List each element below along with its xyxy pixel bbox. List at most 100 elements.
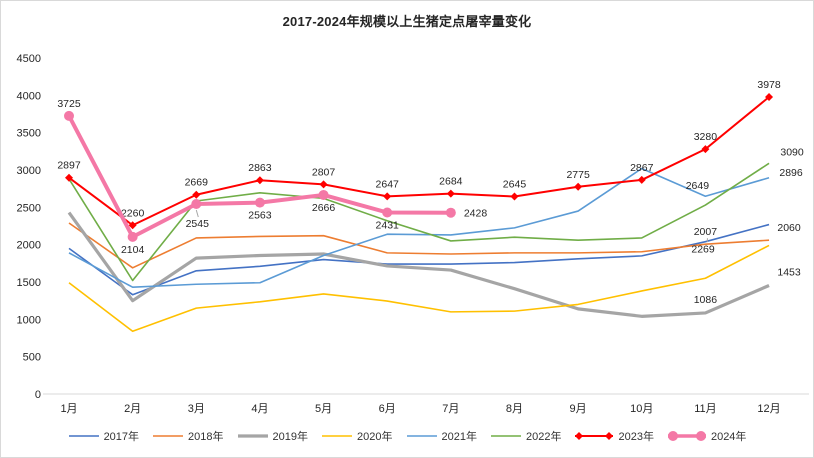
x-tick-label: 8月 (506, 403, 523, 415)
marker-circle (318, 189, 329, 200)
x-tick-label: 7月 (442, 403, 459, 415)
marker-circle (445, 207, 456, 218)
x-tick-label: 5月 (315, 403, 332, 415)
data-label: 2104 (121, 244, 145, 256)
marker-circle (254, 197, 265, 208)
annotation-label: 1453 (777, 267, 801, 279)
y-tick-label: 3000 (17, 165, 41, 177)
marker-circle (191, 198, 202, 209)
y-tick-label: 4500 (17, 53, 41, 65)
series-line-2019 (67, 211, 770, 318)
marker-diamond (574, 182, 583, 191)
marker-diamond (510, 192, 519, 201)
legend-item-2020: 2020年 (321, 428, 393, 444)
series-line-2018 (68, 222, 770, 269)
marker-diamond (446, 189, 455, 198)
legend-swatch (406, 435, 437, 437)
annotation-label: 2007 (694, 226, 718, 238)
series-line-2022 (68, 162, 770, 282)
marker-circle (64, 110, 74, 121)
annotation-label: 2649 (686, 180, 710, 192)
data-label: 3280 (694, 131, 718, 143)
data-label: 2666 (312, 202, 336, 214)
legend-label: 2019年 (272, 431, 309, 443)
legend-label: 2023年 (618, 431, 654, 443)
series-line-2017 (68, 223, 770, 296)
annotation-label: 2896 (779, 167, 803, 179)
legend-label: 2021年 (441, 431, 477, 443)
legend-label: 2024年 (710, 431, 747, 443)
data-label: 2863 (248, 162, 272, 174)
y-tick-label: 1000 (17, 314, 41, 326)
data-label: 3978 (757, 79, 781, 91)
chart-title: 2017-2024年规模以上生猪定点屠宰量变化 (282, 14, 532, 29)
annotation-label: 2269 (691, 244, 715, 256)
data-label: 2867 (630, 162, 654, 174)
legend-swatch (68, 435, 99, 437)
marker-diamond (383, 192, 392, 201)
data-label: 2260 (121, 207, 145, 219)
series-line-2023 (68, 96, 770, 227)
data-label: 2897 (57, 160, 81, 172)
legend-label: 2017年 (103, 431, 140, 443)
y-tick-label: 0 (35, 389, 41, 401)
series-line-2020 (68, 244, 770, 333)
label-leader-line (195, 209, 199, 218)
x-tick-label: 1月 (60, 403, 77, 415)
legend-item-2021: 2021年 (406, 428, 477, 444)
marker-diamond (637, 175, 646, 184)
legend-item-2018: 2018年 (152, 428, 224, 444)
legend-swatch (575, 432, 614, 440)
marker-circle (382, 207, 393, 218)
data-label: 2684 (439, 176, 463, 188)
x-tick-label: 3月 (188, 403, 205, 415)
legend-swatch (667, 431, 706, 441)
legend-swatch (237, 434, 268, 438)
x-tick-label: 4月 (251, 403, 268, 415)
x-tick-label: 6月 (379, 403, 396, 415)
marker-diamond (128, 221, 137, 230)
marker-diamond (765, 92, 774, 101)
legend-item-2024: 2024年 (667, 428, 746, 444)
x-tick-label: 9月 (570, 403, 587, 415)
data-label: 3725 (57, 98, 81, 110)
annotation-label: 2060 (777, 222, 801, 234)
legend-swatch (153, 435, 184, 437)
legend-item-2019: 2019年 (237, 428, 308, 444)
marker-circle (127, 231, 138, 242)
data-label: 2669 (185, 177, 209, 189)
series-line-2021 (68, 167, 770, 289)
legend-item-2017: 2017年 (68, 428, 139, 444)
legend-label: 2022年 (525, 431, 562, 443)
marker-diamond (255, 176, 264, 185)
data-label: 2647 (376, 178, 400, 190)
marker-diamond (192, 190, 201, 199)
marker-diamond (65, 173, 73, 182)
data-label: 2775 (566, 169, 590, 181)
y-tick-label: 500 (23, 352, 41, 364)
x-tick-label: 12月 (757, 403, 780, 415)
y-tick-label: 3500 (17, 128, 41, 140)
y-tick-label: 2500 (17, 202, 41, 214)
data-label: 2563 (248, 210, 272, 222)
legend: 2017年 2018年 2019年 2020年 2021年 2022年 2023年 2024年 (1, 428, 813, 444)
y-tick-label: 4000 (17, 90, 41, 102)
data-label: 2645 (503, 179, 527, 191)
legend-label: 2020年 (357, 431, 393, 443)
legend-label: 2018年 (188, 431, 224, 443)
x-tick-label: 10月 (630, 403, 653, 415)
x-tick-label: 11月 (694, 403, 716, 415)
data-label: 2431 (376, 219, 400, 231)
data-label: 2807 (312, 166, 336, 178)
data-label: 2428 (464, 208, 488, 220)
annotation-label: 3090 (780, 146, 804, 158)
legend-swatch (490, 435, 521, 437)
legend-swatch (322, 435, 353, 437)
annotation-label: 1086 (694, 294, 718, 306)
x-tick-label: 2月 (124, 403, 141, 415)
y-tick-label: 1500 (17, 277, 41, 289)
legend-item-2022: 2022年 (490, 428, 561, 444)
legend-item-2023: 2023年 (574, 428, 654, 444)
marker-diamond (701, 145, 710, 154)
